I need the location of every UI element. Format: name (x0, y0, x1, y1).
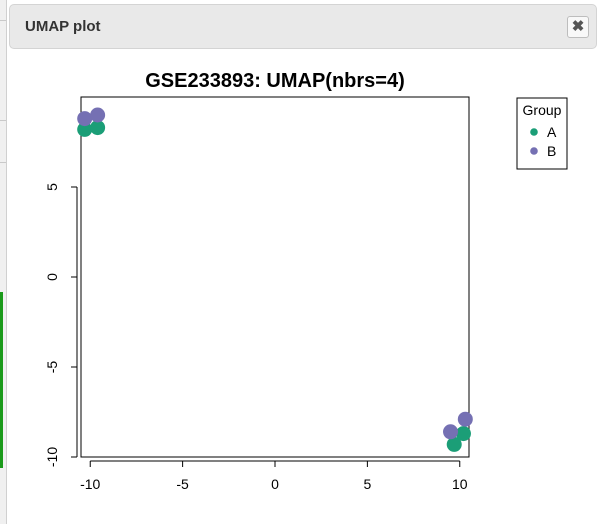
plot-area: GSE233893: UMAP(nbrs=4) -10 -5 0 5 10 -10 -5 0… (7, 56, 600, 524)
x-tick-label: 0 (271, 476, 279, 492)
x-tick-label: 10 (452, 476, 468, 492)
data-point-b (77, 111, 93, 127)
background-divider (0, 20, 6, 21)
data-point-b (457, 411, 473, 427)
data-point-a (77, 121, 93, 137)
y-tick-label: 5 (44, 183, 60, 191)
close-icon: ✖ (571, 18, 585, 35)
y-tick-label: -10 (44, 447, 60, 467)
legend-marker-b (530, 147, 538, 155)
background-divider (0, 120, 6, 121)
legend-label-a: A (547, 124, 557, 140)
y-tick-label: 0 (44, 273, 60, 281)
background-accent-bar (0, 292, 3, 468)
legend-label-b: B (547, 143, 556, 159)
data-point-a (455, 426, 471, 442)
background-panel (0, 0, 6, 524)
umap-scatter-chart: GSE233893: UMAP(nbrs=4) -10 -5 0 5 10 -10 -5 0… (44, 70, 568, 492)
data-point-b (90, 107, 106, 123)
y-tick-label: -5 (44, 361, 60, 374)
legend-title: Group (523, 102, 562, 118)
background-divider (0, 162, 6, 163)
legend: Group A B (516, 97, 568, 170)
chart-title: GSE233893: UMAP(nbrs=4) (145, 70, 405, 92)
data-point-a (90, 120, 106, 136)
plot-frame (80, 96, 470, 458)
x-axis: -10 -5 0 5 10 (80, 460, 468, 492)
umap-plot-dialog: UMAP plot ✖ GSE233893: UMAP(nbrs=4) -10-… (6, 0, 600, 524)
dialog-title: UMAP plot (25, 18, 101, 35)
data-point-b (443, 424, 459, 440)
x-tick-label: -10 (80, 476, 100, 492)
x-tick-label: 5 (363, 476, 371, 492)
close-button[interactable]: ✖ (567, 16, 589, 38)
legend-marker-a (530, 128, 538, 136)
data-points (77, 107, 473, 452)
legend-box (516, 97, 568, 170)
x-tick-label: -5 (176, 476, 189, 492)
dialog-titlebar: UMAP plot ✖ (9, 4, 597, 49)
data-point-a (446, 436, 462, 452)
y-axis: -10 -5 0 5 (44, 183, 78, 467)
